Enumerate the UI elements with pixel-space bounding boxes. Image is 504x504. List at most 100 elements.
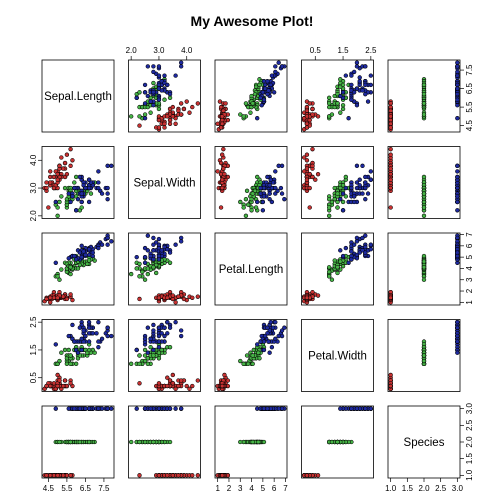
panel-frame bbox=[214, 146, 288, 219]
data-point-group-2 bbox=[421, 358, 427, 364]
data-point-group-1 bbox=[307, 185, 312, 191]
data-point-group-3 bbox=[156, 339, 162, 344]
data-point-group-3 bbox=[351, 69, 357, 75]
data-point-group-2 bbox=[57, 439, 62, 445]
data-point-group-2 bbox=[62, 185, 68, 191]
data-point-group-2 bbox=[128, 439, 134, 445]
data-point-group-3 bbox=[105, 333, 110, 339]
panel-petal-width-vs-sepal-length bbox=[41, 319, 115, 392]
data-point-group-2 bbox=[249, 93, 254, 99]
data-point-group-3 bbox=[148, 99, 153, 104]
data-point-group-3 bbox=[109, 333, 114, 339]
data-point-group-3 bbox=[270, 180, 276, 185]
data-point-group-3 bbox=[338, 248, 343, 253]
data-point-group-1 bbox=[223, 101, 228, 106]
tick-label: 1.5 bbox=[402, 484, 414, 493]
data-point-group-3 bbox=[354, 185, 360, 191]
data-point-group-3 bbox=[86, 406, 92, 411]
data-point-group-3 bbox=[77, 174, 83, 180]
data-point-group-1 bbox=[315, 114, 321, 119]
data-point-group-3 bbox=[142, 254, 148, 260]
data-point-group-3 bbox=[349, 97, 354, 102]
panel-species-vs-petal-width bbox=[301, 405, 374, 479]
data-point-group-3 bbox=[268, 177, 273, 182]
data-point-group-3 bbox=[96, 169, 101, 174]
data-point-group-2 bbox=[421, 101, 427, 106]
data-point-group-1 bbox=[388, 177, 393, 182]
data-point-group-3 bbox=[271, 90, 277, 95]
data-point-group-3 bbox=[165, 331, 170, 336]
data-point-group-3 bbox=[273, 169, 278, 174]
data-point-group-3 bbox=[79, 243, 84, 249]
panel-sepal-width-vs-petal-width bbox=[301, 146, 374, 219]
data-point-group-3 bbox=[72, 339, 77, 344]
data-point-group-1 bbox=[388, 152, 393, 157]
data-point-group-3 bbox=[79, 191, 84, 196]
data-point-group-3 bbox=[265, 174, 270, 180]
tick-label: 7.5 bbox=[98, 484, 110, 493]
data-point-group-2 bbox=[142, 439, 148, 445]
data-point-group-1 bbox=[304, 166, 310, 171]
data-point-group-2 bbox=[329, 112, 335, 117]
data-point-group-3 bbox=[86, 199, 92, 205]
data-point-group-3 bbox=[261, 194, 267, 199]
panel-frame bbox=[41, 59, 115, 133]
data-point-group-1 bbox=[388, 117, 393, 123]
tick-label: 7 bbox=[283, 484, 288, 493]
data-point-group-3 bbox=[351, 199, 357, 205]
data-point-group-3 bbox=[162, 325, 167, 330]
data-point-group-3 bbox=[167, 406, 173, 411]
data-point-group-1 bbox=[315, 473, 321, 478]
data-point-group-2 bbox=[167, 439, 173, 445]
data-point-group-2 bbox=[335, 101, 340, 106]
data-point-group-2 bbox=[142, 358, 148, 364]
data-point-group-2 bbox=[338, 185, 343, 191]
axis-right-species: 1.0 1.5 2.0 2.5 3.0 bbox=[460, 403, 474, 481]
tick-label: 1.5 bbox=[337, 46, 349, 55]
axis-bottom-sepal-length: 4.5 5.5 6.5 7.5 bbox=[43, 478, 110, 493]
data-point-group-3 bbox=[79, 199, 84, 205]
data-point-group-1 bbox=[217, 99, 223, 104]
panel-petal-width-vs-species bbox=[387, 319, 461, 392]
data-point-group-1 bbox=[51, 185, 57, 191]
diagonal-label: Sepal.Width bbox=[133, 178, 195, 190]
data-point-group-1 bbox=[167, 117, 173, 123]
tick-label: 3.0 bbox=[153, 46, 165, 55]
data-point-group-3 bbox=[354, 406, 360, 411]
data-point-group-2 bbox=[241, 114, 246, 119]
data-point-group-3 bbox=[66, 191, 71, 196]
data-point-group-1 bbox=[173, 121, 178, 126]
tick-label: 1 bbox=[465, 300, 474, 305]
data-point-group-1 bbox=[187, 110, 192, 115]
data-point-group-3 bbox=[455, 185, 460, 191]
data-point-group-1 bbox=[310, 112, 315, 117]
data-point-group-2 bbox=[142, 277, 148, 282]
data-point-group-2 bbox=[335, 265, 340, 270]
data-point-group-3 bbox=[343, 73, 349, 78]
data-point-group-3 bbox=[83, 252, 88, 258]
data-point-group-2 bbox=[137, 353, 142, 358]
data-point-group-3 bbox=[73, 208, 79, 213]
data-point-group-1 bbox=[162, 121, 167, 126]
data-point-group-3 bbox=[105, 325, 110, 330]
tick-label: 4.0 bbox=[181, 46, 193, 55]
data-point-group-2 bbox=[421, 353, 427, 358]
data-point-group-3 bbox=[354, 60, 360, 65]
data-point-group-3 bbox=[99, 336, 105, 342]
data-point-group-3 bbox=[99, 242, 105, 247]
data-point-group-3 bbox=[363, 64, 368, 69]
data-point-group-3 bbox=[178, 64, 184, 69]
data-point-group-3 bbox=[86, 331, 92, 336]
data-point-group-3 bbox=[455, 169, 460, 174]
data-point-group-2 bbox=[421, 213, 427, 219]
data-point-group-3 bbox=[455, 194, 460, 199]
panel-frame bbox=[128, 232, 201, 306]
data-point-group-1 bbox=[220, 114, 225, 119]
data-point-group-3 bbox=[354, 180, 360, 185]
data-point-group-3 bbox=[151, 328, 156, 333]
data-point-group-3 bbox=[357, 250, 362, 255]
data-point-group-1 bbox=[225, 378, 231, 383]
data-point-group-2 bbox=[72, 180, 77, 185]
data-point-group-3 bbox=[368, 82, 374, 88]
data-point-group-3 bbox=[455, 208, 460, 213]
